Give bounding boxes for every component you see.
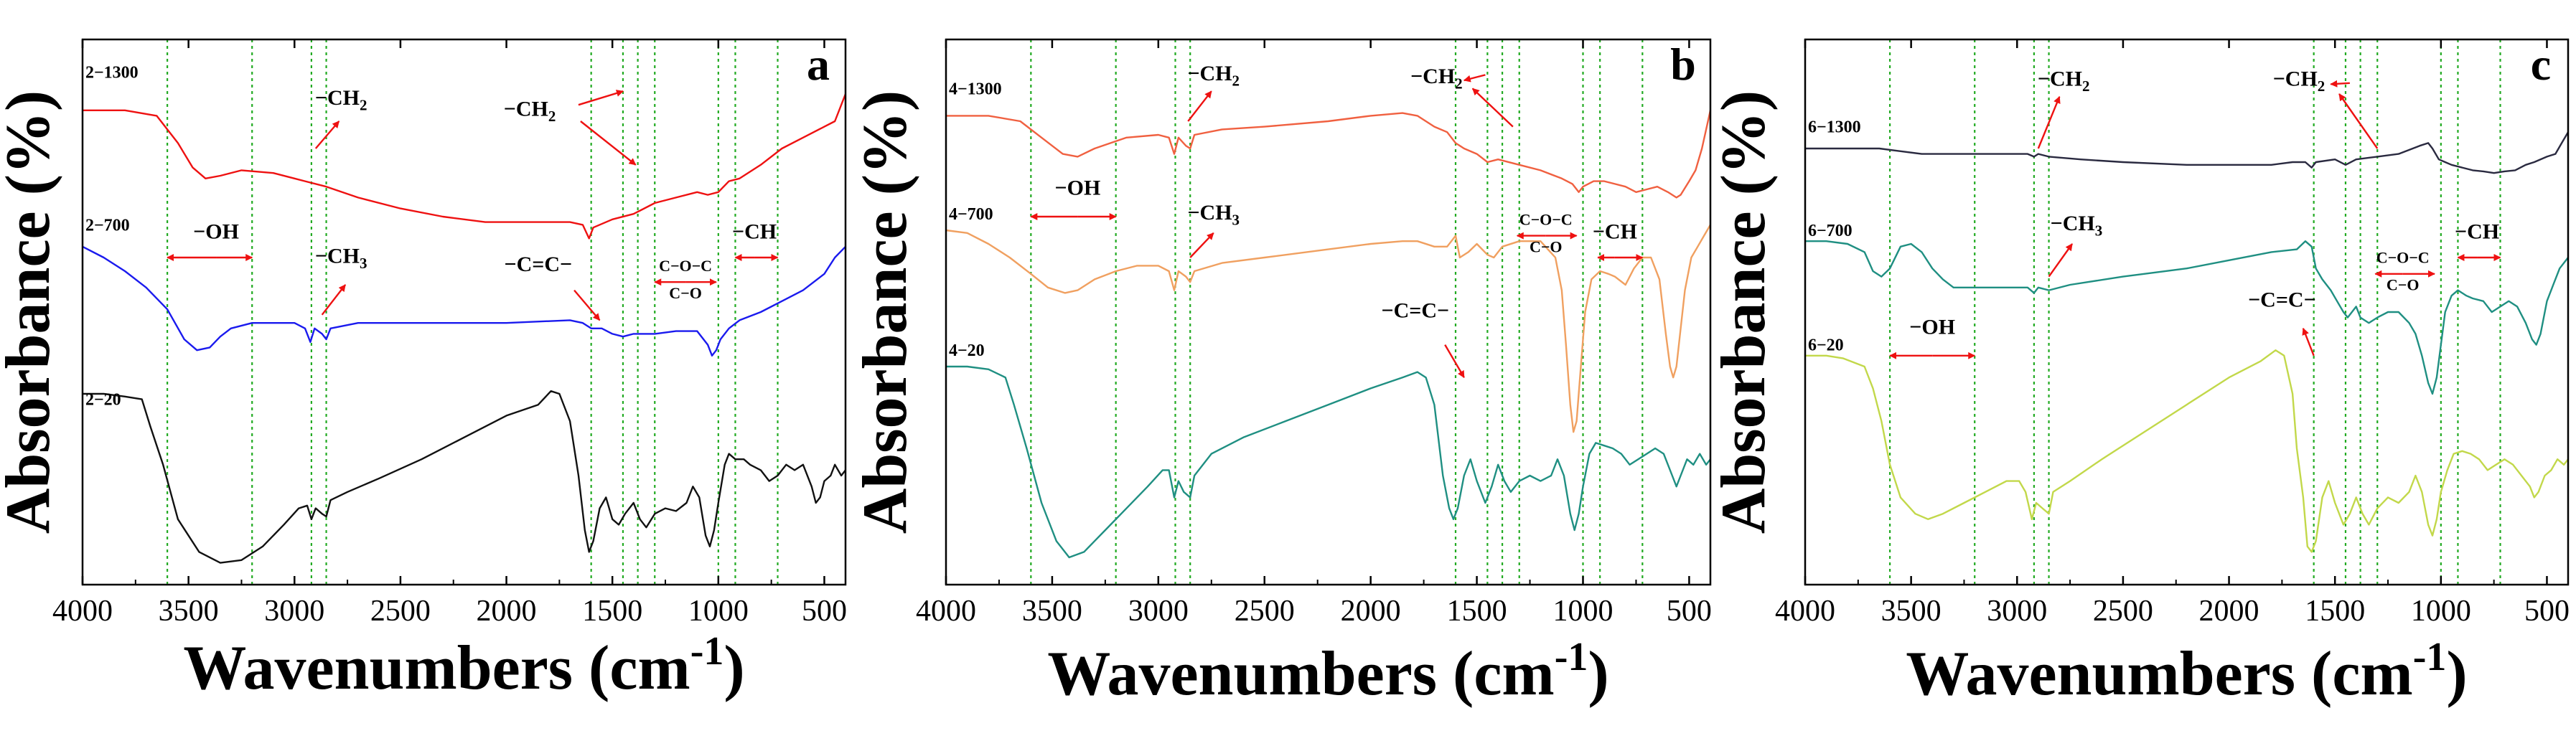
x-tick-label: 2500 [2093, 595, 2153, 628]
x-tick-label: 2500 [370, 595, 431, 628]
x-tick-label: 2000 [1341, 595, 1401, 628]
series-line [946, 365, 1711, 559]
x-tick-label: 3500 [159, 595, 219, 628]
annotation-label: −C=C− [2248, 288, 2316, 311]
annotation-arrow [1189, 232, 1214, 258]
x-axis-title: Wavenumbers (cm-1) [1047, 635, 1608, 709]
y-axis-title: Absorbance (%) [851, 90, 920, 534]
annotation-label: −CH2 [315, 86, 367, 114]
x-tick-label: 500 [1667, 595, 1712, 628]
series-line [1805, 131, 2570, 174]
x-tick-label: 2500 [1235, 595, 1295, 628]
x-tick-label: 3500 [1022, 595, 1082, 628]
series-line [83, 93, 847, 240]
series-label: 6−700 [1808, 222, 1853, 240]
series-label: 4−700 [949, 205, 993, 224]
annotation-label: −CH2 [2273, 67, 2326, 95]
annotation-arrow [1444, 344, 1465, 379]
annotation-arrow [2302, 327, 2315, 357]
x-tick-label: 4000 [52, 595, 113, 628]
annotation-arrow [314, 121, 340, 149]
annotation-label: −CH3 [1187, 201, 1240, 229]
x-tick-label: 2000 [2199, 595, 2259, 628]
annotation-label: −CH [1593, 220, 1637, 243]
x-axis-title: Wavenumbers (cm-1) [183, 629, 744, 703]
x-tick-label: 500 [2524, 595, 2570, 628]
series-line [82, 245, 846, 357]
annotation-label: C−O−C [1519, 210, 1573, 228]
x-tick-label: 4000 [1775, 595, 1835, 628]
x-tick-label: 1000 [688, 595, 749, 628]
annotation-label: −CH [732, 220, 777, 243]
series-label: 2−700 [85, 216, 130, 235]
annotation-label: C−O−C [659, 257, 712, 275]
x-tick-label: 3000 [1987, 595, 2047, 628]
annotation-label: C−O [1530, 237, 1563, 255]
annotation-label: C−O−C [2376, 249, 2430, 267]
annotation-label: C−O [669, 284, 702, 302]
x-tick-label: 3000 [264, 595, 324, 628]
annotation-label: −CH2 [1410, 65, 1463, 93]
annotation-arrow [2037, 95, 2061, 149]
annotation-arrow [1471, 88, 1514, 128]
annotation-label: −CH3 [315, 245, 367, 273]
x-tick-label: 1500 [2305, 595, 2365, 628]
x-tick-label: 1000 [1553, 595, 1613, 628]
annotation-label: C−O [2387, 276, 2420, 294]
series-line [946, 110, 1712, 199]
annotation-arrow [580, 121, 637, 166]
annotation-arrow [1187, 90, 1212, 122]
annotation-arrow [578, 90, 624, 106]
series-line [1805, 349, 2569, 553]
x-tick-label: 3500 [1881, 595, 1942, 628]
series-line [945, 224, 1712, 433]
annotation-label: −OH [1055, 176, 1101, 200]
x-tick-label: 3000 [1128, 595, 1189, 628]
annotation-arrow [573, 289, 601, 321]
annotation-label: −C=C− [505, 253, 573, 276]
annotation-label: −OH [1909, 315, 1955, 339]
annotation-label: −CH [2455, 220, 2499, 243]
x-tick-label: 4000 [916, 595, 976, 628]
plot-frame [1804, 38, 2570, 586]
series-label: 4−20 [949, 341, 985, 360]
annotation-label: −CH3 [2051, 212, 2103, 240]
annotation-label: −CH2 [2038, 67, 2090, 95]
panel-label: a [807, 39, 830, 90]
plot-frame [945, 38, 1712, 586]
x-tick-label: 1000 [2411, 595, 2471, 628]
annotation-label: −C=C− [1381, 299, 1449, 323]
x-tick-label: 2000 [477, 595, 537, 628]
annotation-arrow [1463, 74, 1486, 82]
annotation-label: −CH2 [504, 97, 556, 125]
x-tick-label: 500 [802, 595, 847, 628]
x-tick-label: 1500 [582, 595, 642, 628]
series-label: 6−20 [1808, 336, 1844, 355]
annotation-arrow [321, 284, 347, 316]
series-line [1805, 240, 2569, 395]
y-axis-title: Absorbance (%) [1709, 90, 1779, 534]
series-line [83, 390, 846, 564]
y-axis-title: Absorbance (%) [0, 90, 63, 534]
series-label: 6−1300 [1808, 118, 1861, 137]
plot-frame [81, 38, 847, 586]
annotation-arrow [2330, 80, 2350, 88]
x-axis-title: Wavenumbers (cm-1) [1906, 635, 2467, 709]
x-tick-label: 1500 [1447, 595, 1507, 628]
series-label: 4−1300 [949, 80, 1002, 98]
annotation-label: −CH2 [1187, 62, 1240, 90]
annotation-label: −OH [193, 220, 239, 243]
panel-label: b [1670, 39, 1696, 90]
panel-label: c [2531, 39, 2551, 90]
series-label: 2−1300 [85, 64, 139, 82]
series-label: 2−20 [85, 391, 121, 410]
annotation-arrow [2048, 243, 2074, 278]
annotation-arrow [2338, 93, 2379, 149]
